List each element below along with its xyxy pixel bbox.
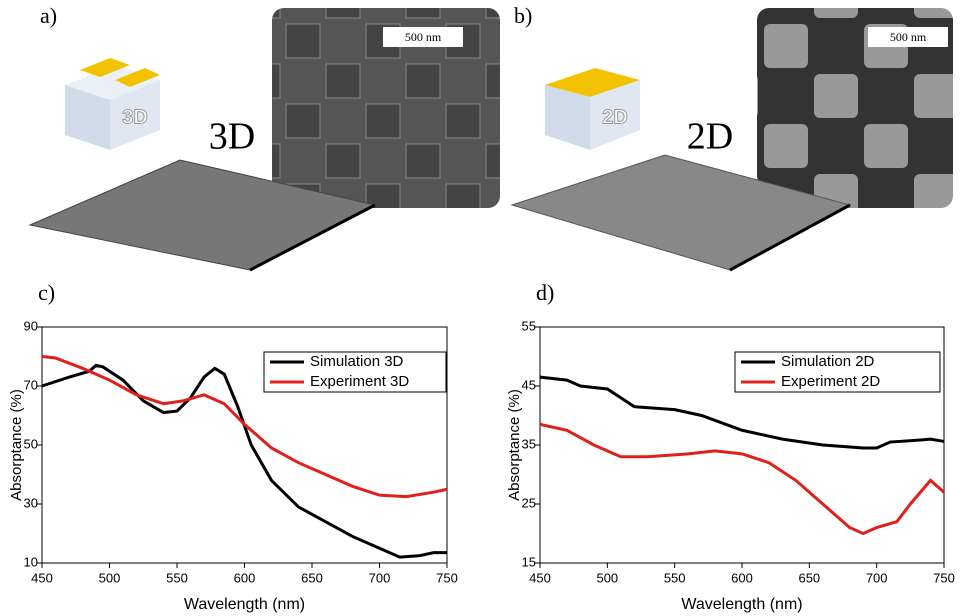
y-tick-label: 55 xyxy=(522,318,536,333)
x-tick-label: 450 xyxy=(529,570,551,585)
legend-label: Experiment 2D xyxy=(781,373,880,390)
panel-label: b) xyxy=(514,3,532,28)
x-tick-label: 500 xyxy=(99,570,121,585)
y-tick-label: 30 xyxy=(24,495,38,510)
icon-text: 3D xyxy=(122,106,148,128)
x-tick-label: 700 xyxy=(866,570,888,585)
x-tick-label: 600 xyxy=(731,570,753,585)
y-axis-label: Absorptance (%) xyxy=(8,389,25,501)
legend-label: Simulation 2D xyxy=(781,353,875,370)
y-tick-label: 50 xyxy=(24,436,38,451)
figure: a) 500 nm 3D 3D b) 500 nm 2D 2D c) 450 500… xyxy=(0,0,965,616)
panel-label: c) xyxy=(38,280,55,305)
x-axis-label: Wavelength (nm) xyxy=(681,596,802,613)
y-tick-label: 10 xyxy=(24,554,38,569)
data-line xyxy=(42,365,447,557)
panel-text: 3D xyxy=(209,116,255,158)
y-tick-label: 90 xyxy=(24,318,38,333)
x-tick-label: 450 xyxy=(31,570,53,585)
icon-text: 2D xyxy=(602,106,628,128)
scale-text: 500 nm xyxy=(405,30,442,44)
x-tick-label: 500 xyxy=(596,570,618,585)
y-tick-label: 15 xyxy=(522,554,536,569)
y-tick-label: 70 xyxy=(24,377,38,392)
x-tick-label: 600 xyxy=(234,570,256,585)
panel-label: d) xyxy=(536,280,554,305)
x-tick-label: 700 xyxy=(369,570,391,585)
y-tick-label: 25 xyxy=(522,495,536,510)
panel-label: a) xyxy=(40,3,57,28)
x-tick-label: 550 xyxy=(166,570,188,585)
x-tick-label: 550 xyxy=(664,570,686,585)
legend-label: Simulation 3D xyxy=(310,353,404,370)
y-axis-label: Absorptance (%) xyxy=(506,389,523,501)
x-tick-label: 750 xyxy=(933,570,955,585)
data-line xyxy=(540,424,944,533)
y-tick-label: 45 xyxy=(522,377,536,392)
panel-text: 2D xyxy=(687,116,733,158)
x-tick-label: 650 xyxy=(798,570,820,585)
scale-text: 500 nm xyxy=(890,30,927,44)
legend-label: Experiment 3D xyxy=(310,373,409,390)
x-axis-label: Wavelength (nm) xyxy=(184,596,305,613)
x-tick-label: 750 xyxy=(436,570,458,585)
x-tick-label: 650 xyxy=(301,570,323,585)
y-tick-label: 35 xyxy=(522,436,536,451)
